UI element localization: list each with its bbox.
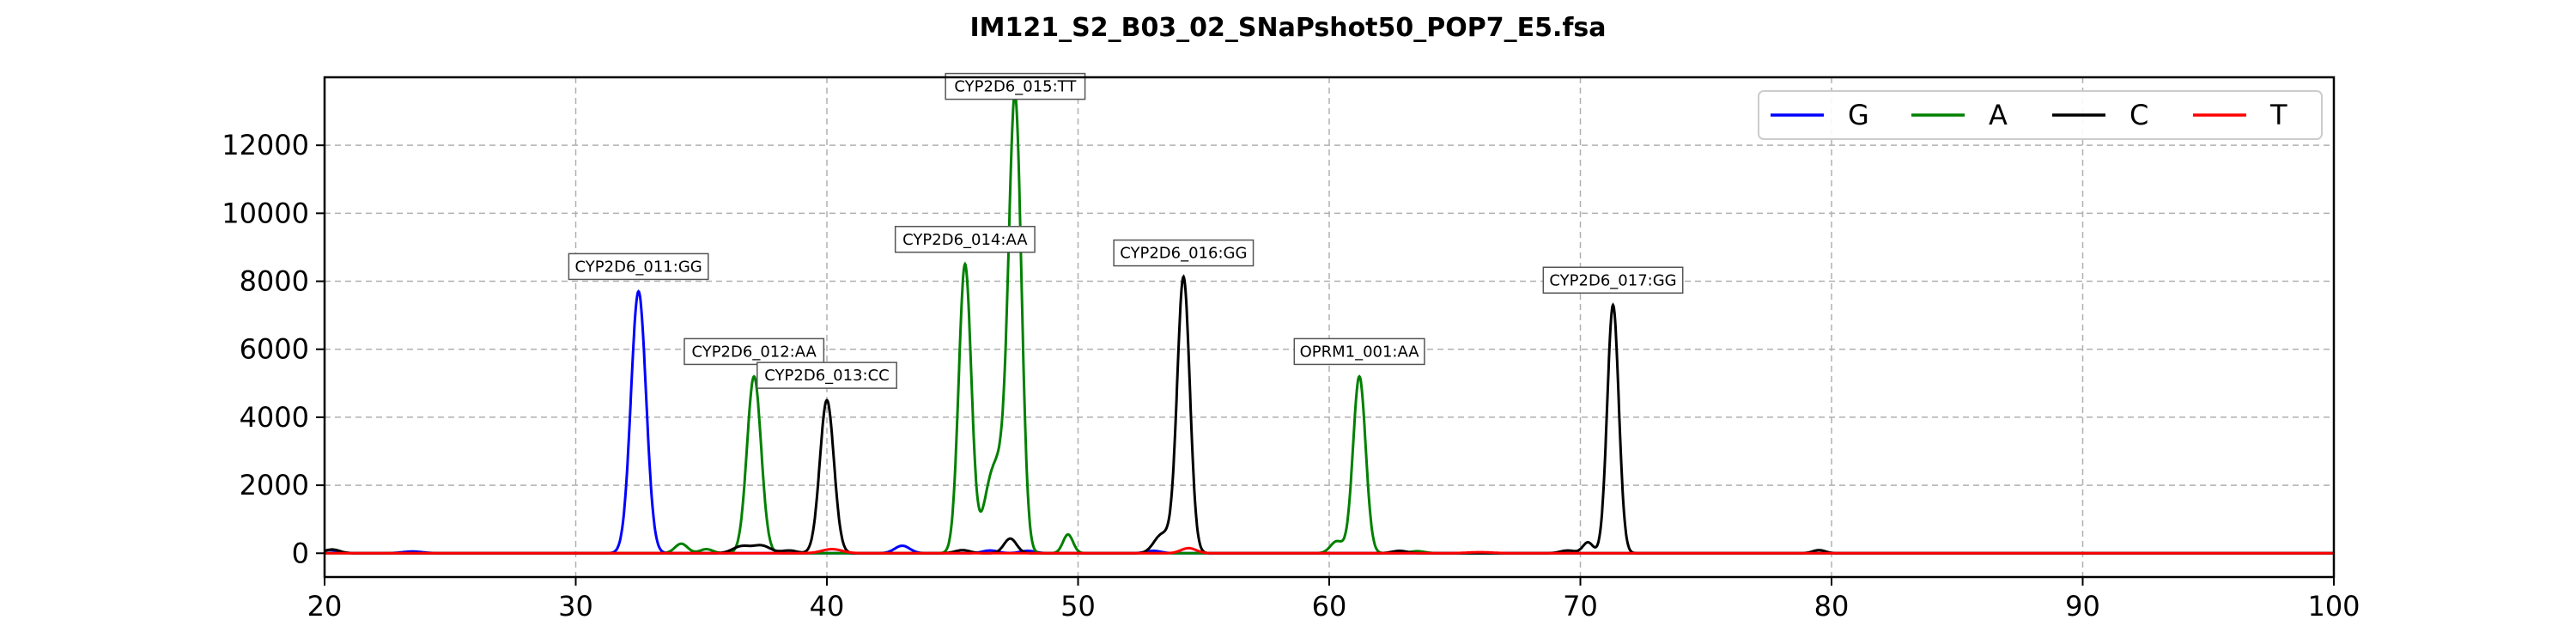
peak-annotation: CYP2D6_017:GG — [1542, 266, 1684, 295]
chart-title: IM121_S2_B03_02_SNaPshot50_POP7_E5.fsa — [969, 13, 1606, 43]
peak-annotation: CYP2D6_016:GG — [1113, 239, 1255, 267]
x-tick-label: 100 — [2307, 590, 2360, 623]
annotation-label: CYP2D6_011:GG — [575, 258, 702, 276]
y-tick-label: 8000 — [240, 265, 309, 298]
peak-annotation: CYP2D6_012:AA — [683, 337, 825, 366]
x-tick-label: 40 — [810, 590, 845, 623]
x-tick-label: 30 — [558, 590, 593, 623]
peak-annotation: CYP2D6_013:CC — [756, 361, 897, 389]
annotation-label: CYP2D6_017:GG — [1549, 271, 1676, 289]
annotation-label: CYP2D6_013:CC — [764, 367, 889, 385]
y-tick-label: 6000 — [240, 333, 309, 366]
annotation-box — [894, 226, 1036, 253]
y-tick-label: 10000 — [222, 197, 309, 229]
peak-annotation: OPRM1_001:AA — [1293, 337, 1425, 366]
peak-annotation: CYP2D6_014:AA — [894, 226, 1036, 253]
x-tick-label: 60 — [1312, 590, 1347, 623]
x-tick-label: 80 — [1814, 590, 1850, 623]
legend-entry-A: A — [1911, 99, 2008, 131]
legend-entry-G: G — [1771, 99, 1869, 131]
axes: 20 30 40 50 60 70 80 90 100 0 2000 4000 6000 8000 1000… — [222, 76, 2360, 623]
annotation-box — [756, 361, 897, 389]
annotation-label: CYP2D6_014:AA — [902, 231, 1028, 249]
annotation-label: CYP2D6_016:GG — [1120, 245, 1247, 263]
legend-entry-C: C — [2052, 99, 2148, 131]
annotation-label: CYP2D6_015:TT — [954, 78, 1077, 96]
grid-lines — [325, 77, 2334, 577]
y-tick-label: 2000 — [240, 469, 309, 501]
legend-label: C — [2129, 99, 2148, 131]
series-lines — [324, 90, 2334, 555]
annotation-box — [568, 252, 709, 281]
legend-entry-T: T — [2193, 99, 2287, 131]
legend-box — [1758, 90, 2323, 140]
legend-label: G — [1848, 99, 1869, 131]
y-tick-label: 4000 — [240, 401, 309, 434]
legend-label: T — [2269, 99, 2287, 131]
annotation-label: CYP2D6_012:AA — [691, 343, 817, 361]
annotation-label: OPRM1_001:AA — [1300, 343, 1420, 361]
annotation-box — [1542, 266, 1684, 295]
peak-annotations: CYP2D6_011:GG CYP2D6_012:AA CYP2D6_013:CC C… — [568, 72, 1684, 389]
series-line-T — [325, 546, 2334, 555]
peak-annotation: CYP2D6_011:GG — [568, 252, 709, 281]
annotation-box — [683, 337, 825, 366]
legend-label: A — [1989, 99, 2008, 131]
x-tick-label: 90 — [2065, 590, 2100, 623]
x-tick-label: 70 — [1563, 590, 1598, 623]
annotation-box — [1113, 239, 1255, 267]
y-tick-label: 0 — [292, 537, 309, 569]
x-tick-label: 50 — [1060, 590, 1096, 623]
y-tick-label: 12000 — [222, 129, 309, 161]
x-tick-label: 20 — [307, 590, 343, 623]
annotation-box — [1293, 337, 1425, 366]
